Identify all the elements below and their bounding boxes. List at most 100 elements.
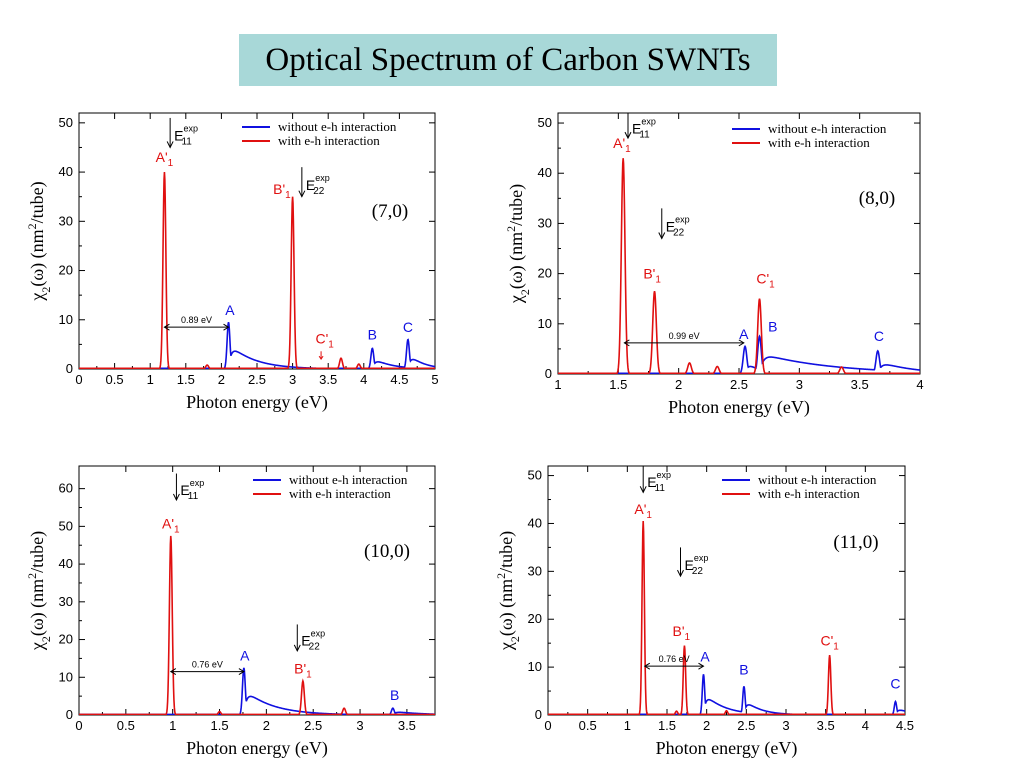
y-tick-label: 40 — [538, 165, 552, 180]
x-tick-label: 0 — [544, 718, 551, 733]
y-tick-label: 40 — [59, 164, 73, 179]
exp-arrow-head — [298, 190, 306, 198]
x-axis-title: Photon energy (eV) — [186, 392, 328, 413]
x-tick-label: 5 — [431, 372, 438, 387]
peak-label: B'1 — [294, 661, 312, 681]
gap-arrow-head-right — [238, 668, 245, 676]
y-tick-label: 50 — [59, 115, 73, 130]
exp-marker-label: Eexp 11 — [180, 478, 204, 502]
x-tick-label: 1.5 — [177, 372, 195, 387]
x-tick-label: 1 — [147, 372, 154, 387]
slide-title: Optical Spectrum of Carbon SWNTs — [239, 34, 777, 86]
y-tick-label: 40 — [528, 515, 542, 530]
gap-arrow-head-left — [163, 323, 170, 331]
peak-label: C'1 — [820, 633, 839, 653]
x-tick-label: 2.5 — [730, 377, 748, 392]
gap-label: 0.89 eV — [181, 315, 212, 325]
x-tick-label: 4.5 — [896, 718, 914, 733]
x-tick-label: 1.5 — [210, 718, 228, 733]
x-tick-label: 4 — [916, 377, 923, 392]
plot-frame — [78, 112, 436, 370]
legend-label-with: with e-h interaction — [758, 486, 860, 501]
x-tick-label: 0 — [75, 372, 82, 387]
peak-label: B'1 — [273, 181, 291, 201]
y-tick-label: 0 — [535, 707, 542, 722]
series-with-eh — [548, 521, 905, 715]
legend-label-without: without e-h interaction — [289, 472, 408, 487]
peak-label: C'1 — [756, 271, 775, 291]
peak-label: A — [225, 302, 235, 318]
tube-chirality-label: (7,0) — [372, 201, 408, 222]
x-tick-label: 3 — [782, 718, 789, 733]
y-tick-label: 10 — [59, 669, 73, 684]
y-tick-label: 20 — [538, 266, 552, 281]
plot-frame — [78, 465, 436, 716]
series-without-eh — [548, 674, 905, 715]
x-axis-title: Photon energy (eV) — [668, 397, 810, 418]
exp-marker-label: Eexp 22 — [666, 214, 690, 238]
legend-label-without: without e-h interaction — [758, 472, 877, 487]
exp-arrow-head — [293, 644, 301, 652]
y-tick-label: 50 — [528, 468, 542, 483]
peak-label: C — [874, 328, 884, 344]
peak-label: B — [768, 318, 777, 334]
legend-label-with: with e-h interaction — [768, 135, 870, 150]
peak-label: A — [700, 648, 710, 664]
gap-arrow-head-right — [738, 339, 745, 347]
y-axis-title: χ2(ω) (nm2/tube) — [494, 531, 522, 651]
series-without-eh — [79, 322, 435, 369]
x-tick-label: 0.5 — [117, 718, 135, 733]
y-tick-label: 10 — [538, 316, 552, 331]
x-axis-title: Photon energy (eV) — [656, 738, 798, 759]
series-without-eh — [558, 334, 920, 374]
series-with-eh — [79, 535, 435, 715]
y-tick-label: 0 — [66, 707, 73, 722]
x-tick-label: 3.5 — [319, 372, 337, 387]
gap-arrow-head-right — [698, 662, 705, 670]
x-tick-label: 4 — [862, 718, 869, 733]
peak-label: C — [890, 676, 900, 692]
peak-label: A'1 — [634, 501, 652, 521]
x-tick-label: 3.5 — [817, 718, 835, 733]
y-tick-label: 50 — [538, 115, 552, 130]
chart-panel-11-0: 0 0.5 1 1.5 2 2.5 3 3.5 4 4.5 0 10 20 30 40 50 Photon en… — [494, 465, 914, 759]
y-tick-label: 60 — [59, 481, 73, 496]
peak-label: C'1 — [315, 330, 334, 350]
y-tick-label: 50 — [59, 518, 73, 533]
exp-marker-label: Eexp 22 — [684, 553, 708, 577]
x-tick-label: 2 — [218, 372, 225, 387]
tube-chirality-label: (8,0) — [859, 188, 895, 209]
exp-marker-label: Eexp 22 — [306, 173, 330, 197]
x-tick-label: 2 — [703, 718, 710, 733]
y-tick-label: 20 — [59, 632, 73, 647]
x-tick-label: 3 — [356, 718, 363, 733]
tube-chirality-label: (10,0) — [364, 541, 410, 562]
x-tick-label: 1 — [554, 377, 561, 392]
peak-label: A — [739, 326, 749, 342]
peak-label: B — [739, 661, 748, 677]
y-tick-label: 30 — [528, 563, 542, 578]
x-tick-label: 2 — [675, 377, 682, 392]
x-tick-label: 3 — [796, 377, 803, 392]
exp-marker-label: Eexp 22 — [301, 629, 325, 653]
x-tick-label: 4.5 — [390, 372, 408, 387]
peak-label: B'1 — [643, 266, 661, 286]
legend-label-with: with e-h interaction — [278, 133, 380, 148]
exp-arrow-head — [172, 493, 180, 502]
gap-arrow-head-left — [169, 668, 177, 676]
y-axis-title: χ2(ω) (nm2/tube) — [25, 181, 53, 301]
x-tick-label: 0.5 — [579, 718, 597, 733]
x-tick-label: 1 — [169, 718, 176, 733]
peak-label: A'1 — [156, 149, 174, 169]
series-with-eh — [79, 172, 435, 369]
peak-label: B — [390, 687, 399, 703]
legend-label-without: without e-h interaction — [768, 121, 887, 136]
x-tick-label: 3.5 — [851, 377, 869, 392]
x-tick-label: 3.5 — [398, 718, 416, 733]
legend-label-without: without e-h interaction — [278, 119, 397, 134]
series-with-eh — [558, 158, 920, 374]
y-axis-title: χ2(ω) (nm2/tube) — [504, 184, 532, 304]
y-tick-label: 20 — [528, 611, 542, 626]
x-tick-label: 1.5 — [658, 718, 676, 733]
